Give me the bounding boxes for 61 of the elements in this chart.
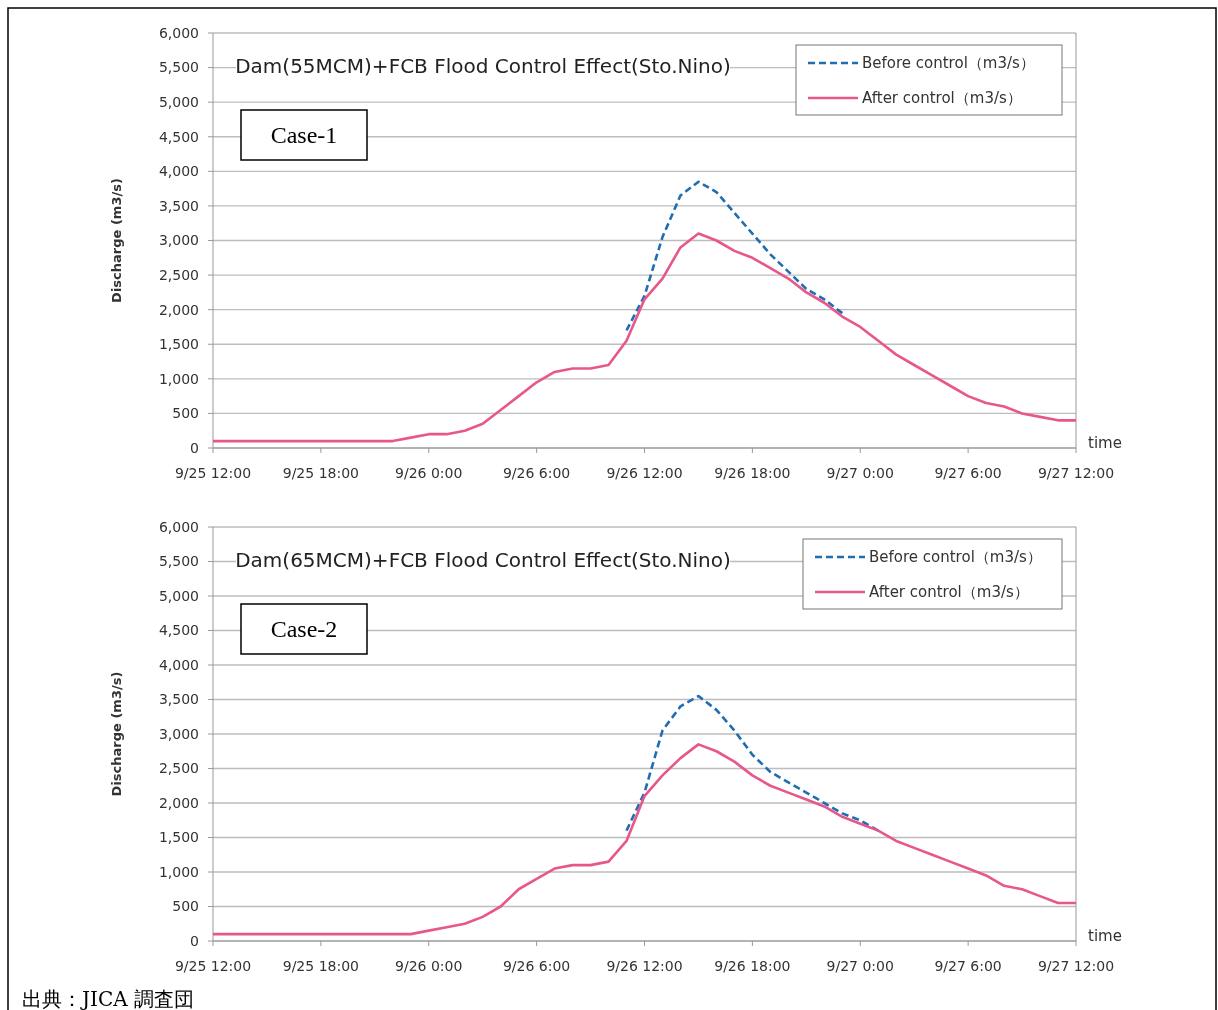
y-tick-label: 5,000 bbox=[158, 587, 199, 604]
y-tick-label: 3,000 bbox=[158, 725, 199, 742]
y-tick-label: 6,000 bbox=[158, 24, 199, 41]
y-tick-label: 3,500 bbox=[158, 691, 199, 708]
text: Dam(65MCM)+FCB Flood Control Effect(Sto.Nino) bbox=[235, 548, 731, 572]
y-tick-label: 3,500 bbox=[158, 197, 199, 214]
text: Dam(55MCM)+FCB Flood Control Effect(Sto.Nino) bbox=[235, 54, 731, 78]
annotation: Case-2 bbox=[270, 616, 338, 642]
x-axis-title: time bbox=[1088, 434, 1122, 452]
x-tick-label: 9/26 0:00 bbox=[395, 958, 463, 974]
y-tick-label: 1,500 bbox=[158, 336, 199, 353]
legend-label: After control（m3/s） bbox=[869, 583, 1029, 602]
legend-label: Before control（m3/s） bbox=[869, 548, 1042, 567]
line-series bbox=[625, 180, 844, 332]
y-axis-title: Discharge (m3/s) bbox=[109, 671, 124, 797]
y-tick-label: 4,000 bbox=[158, 656, 199, 673]
x-tick-label: 9/27 6:00 bbox=[934, 465, 1002, 481]
x-tick-label: 9/26 6:00 bbox=[502, 465, 571, 481]
legend-label: After control（m3/s） bbox=[862, 89, 1022, 108]
y-tick-label: 0 bbox=[190, 932, 199, 949]
x-tick-label: 9/26 12:00 bbox=[606, 465, 683, 481]
y-tick-label: 5,500 bbox=[158, 553, 199, 570]
y-tick-label: 5,000 bbox=[158, 94, 199, 111]
x-tick-label: 9/27 12:00 bbox=[1037, 958, 1115, 974]
source-note: 出典：JICA 調査団 bbox=[22, 987, 195, 1010]
y-tick-label: 1,500 bbox=[158, 829, 199, 846]
x-tick-label: 9/27 12:00 bbox=[1037, 465, 1115, 481]
y-tick-label: 2,500 bbox=[158, 760, 199, 777]
x-tick-label: 9/26 0:00 bbox=[395, 465, 463, 481]
y-tick-label: 4,500 bbox=[158, 128, 199, 145]
y-tick-label: 0 bbox=[190, 439, 199, 456]
annotation: Case-1 bbox=[270, 122, 338, 148]
legend-label: Before control（m3/s） bbox=[862, 54, 1035, 73]
x-tick-label: 9/27 6:00 bbox=[934, 958, 1002, 974]
y-axis-title: Discharge (m3/s) bbox=[109, 178, 124, 303]
x-tick-label: 9/25 12:00 bbox=[174, 958, 252, 974]
x-tick-label: 9/25 18:00 bbox=[282, 465, 359, 481]
y-tick-label: 3,000 bbox=[158, 232, 199, 249]
y-tick-label: 2,000 bbox=[158, 301, 199, 318]
y-tick-label: 500 bbox=[172, 898, 199, 915]
x-tick-label: 9/26 12:00 bbox=[606, 958, 683, 974]
x-tick-label: 9/25 18:00 bbox=[282, 958, 359, 974]
x-axis-title: time bbox=[1088, 927, 1122, 945]
y-tick-label: 2,500 bbox=[158, 266, 199, 283]
y-tick-label: 2,000 bbox=[158, 794, 199, 811]
y-tick-label: 4,000 bbox=[158, 163, 199, 180]
y-tick-label: 500 bbox=[172, 405, 199, 422]
x-tick-label: 9/26 18:00 bbox=[714, 958, 791, 974]
y-tick-label: 4,500 bbox=[158, 622, 199, 639]
line-series bbox=[211, 743, 1078, 936]
x-tick-label: 9/26 18:00 bbox=[714, 465, 791, 481]
y-tick-label: 6,000 bbox=[158, 518, 199, 535]
line-series bbox=[625, 694, 880, 832]
line-series bbox=[211, 232, 1078, 443]
x-tick-label: 9/25 12:00 bbox=[174, 465, 252, 481]
x-tick-label: 9/27 0:00 bbox=[826, 958, 894, 974]
y-tick-label: 1,000 bbox=[158, 863, 199, 880]
y-tick-label: 1,000 bbox=[158, 370, 199, 387]
y-tick-label: 5,500 bbox=[158, 59, 199, 76]
x-tick-label: 9/27 0:00 bbox=[826, 465, 894, 481]
x-tick-label: 9/26 6:00 bbox=[502, 958, 571, 974]
